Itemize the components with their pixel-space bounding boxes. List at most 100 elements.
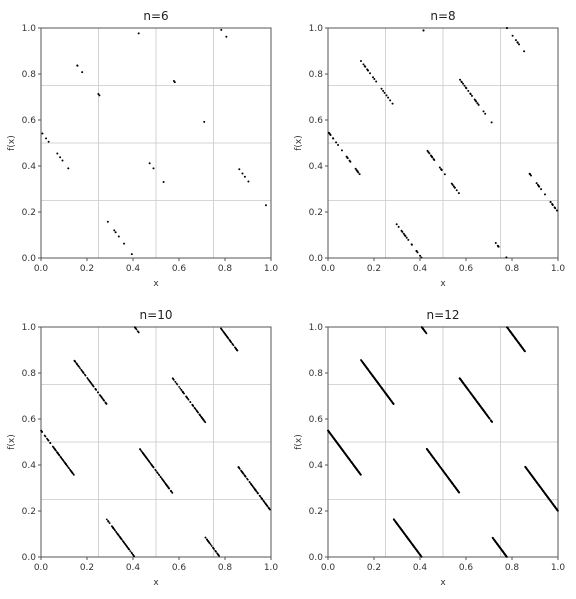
data-point [405,535,408,537]
data-point [490,419,492,422]
data-point [105,402,108,405]
data-point [429,154,432,157]
data-point [549,499,552,502]
data-point [337,144,340,147]
x-axis-label: x [153,578,159,588]
data-point [476,401,479,403]
data-point [60,457,63,460]
x-tick-label: 1.0 [264,563,279,573]
data-point [262,499,265,502]
y-tick-label: 0.2 [309,208,323,218]
data-point [385,94,388,97]
data-point [514,337,517,340]
data-point [426,448,429,451]
data-point [374,378,377,381]
x-tick-label: 0.2 [80,264,94,274]
data-point [210,545,213,547]
data-point [475,100,478,103]
x-tick-label: 1.0 [551,563,566,573]
data-point [483,411,486,414]
data-point [83,373,86,376]
data-point [117,534,120,537]
data-point [382,89,385,92]
data-point [389,99,392,102]
data-point [379,384,381,387]
data-point [383,390,385,392]
data-point [165,483,168,486]
data-point [179,387,182,390]
data-point [492,537,494,540]
data-point [414,547,417,550]
data-point [555,209,558,212]
data-point [477,103,480,106]
y-tick-label: 0.8 [22,369,37,379]
data-point [395,223,398,226]
data-point [117,235,120,238]
plot-frame [327,27,559,259]
data-point [395,521,398,524]
x-tick-label: 0.8 [218,563,233,573]
y-tick-label: 0.4 [309,461,324,471]
data-point [101,397,104,400]
data-point [497,544,499,546]
x-tick-label: 0.6 [172,264,187,274]
data-point [407,238,410,241]
data-point [383,91,386,94]
data-point [197,411,199,414]
data-point [238,168,241,171]
data-point [462,382,465,385]
data-point [41,431,44,433]
data-point [464,385,467,388]
data-point [47,140,50,143]
data-point [482,409,485,411]
y-tick-label: 0.0 [309,553,324,563]
data-point [371,374,374,377]
data-point [111,525,114,528]
data-point [494,540,497,543]
y-tick-label: 0.0 [22,553,37,563]
x-tick-label: 0.2 [367,563,381,573]
data-point [439,465,441,468]
data-point [75,362,78,365]
data-point [45,137,48,140]
data-point [350,461,353,464]
data-point [437,463,439,465]
data-point [553,206,556,209]
data-point [391,102,394,105]
data-point [472,395,475,398]
data-point [528,471,531,474]
data-point [241,470,243,473]
data-point [56,152,59,155]
data-point [234,346,236,349]
y-tick-label: 0.6 [309,116,324,126]
data-point [474,398,476,400]
data-point [218,555,221,557]
y-tick-label: 1.0 [309,24,324,34]
data-point [369,371,372,374]
data-point [482,110,485,113]
data-point [459,78,462,81]
data-point [356,170,359,173]
data-point [419,254,422,257]
data-point [410,243,413,246]
data-point [428,450,430,453]
data-point [490,121,493,124]
data-point [372,376,375,379]
y-axis-label: f(x) [7,135,17,151]
data-point [422,328,425,331]
data-point [367,368,369,371]
data-point [67,167,70,170]
data-point [340,149,343,152]
x-tick-label: 0.4 [413,563,428,573]
data-point [124,543,127,546]
data-point [199,414,202,417]
data-point [516,41,519,44]
data-point [200,416,203,418]
data-point [73,360,76,362]
data-point [471,394,474,397]
data-point [358,173,361,176]
data-point [410,542,413,545]
data-point [157,473,160,476]
data-point [264,204,267,207]
data-point [126,545,129,548]
